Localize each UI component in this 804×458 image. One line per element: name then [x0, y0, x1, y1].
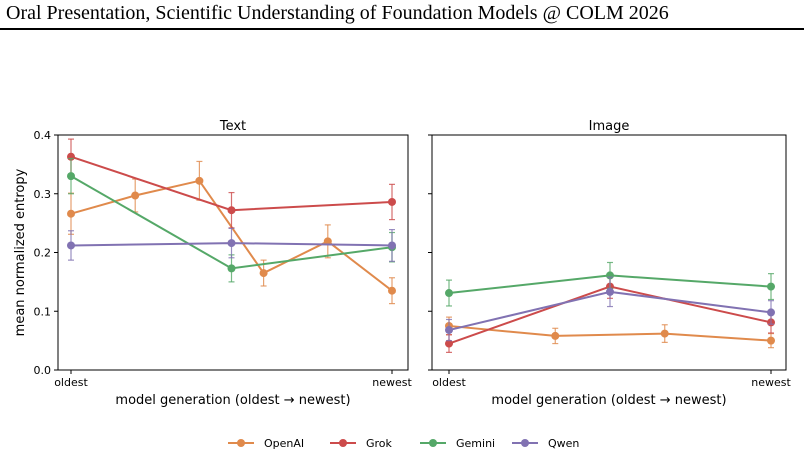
data-point-openai [67, 209, 75, 218]
data-point-gemini [767, 282, 775, 291]
page-header-title: Oral Presentation, Scientific Understand… [6, 2, 669, 24]
data-point-qwen [227, 239, 236, 248]
x-axis-label: model generation (oldest → newest) [491, 393, 726, 408]
plot-frame [431, 134, 787, 371]
data-point-grok [227, 206, 236, 215]
data-point-openai [195, 176, 204, 185]
legend-marker-gemini [429, 439, 437, 447]
data-point-openai [259, 269, 268, 278]
data-point-qwen [606, 287, 614, 296]
plot-frame [57, 134, 409, 371]
x-axis-label: model generation (oldest → newest) [115, 393, 350, 408]
y-axis-label: mean normalized entropy [13, 168, 28, 336]
series-line-openai [448, 324, 772, 342]
data-point-openai [388, 286, 396, 295]
y-tick-label: 0.3 [34, 188, 52, 201]
data-point-qwen [767, 308, 775, 317]
data-point-qwen [388, 241, 396, 250]
panel-title: Text [219, 119, 246, 134]
data-point-gemini [445, 289, 453, 298]
data-point-openai [551, 331, 560, 340]
data-point-gemini [67, 172, 75, 181]
data-point-grok [388, 197, 396, 206]
legend-marker-openai [237, 439, 245, 447]
legend-label-qwen: Qwen [548, 437, 579, 450]
y-tick-label: 0.1 [34, 305, 52, 318]
y-tick-label: 0.2 [34, 247, 52, 260]
data-point-openai [767, 336, 775, 345]
y-tick-label: 0.0 [34, 364, 52, 377]
data-point-qwen [67, 241, 75, 250]
legend-label-openai: OpenAI [264, 437, 304, 450]
x-tick-label: newest [372, 376, 412, 389]
y-tick-label: 0.4 [34, 129, 52, 142]
data-point-openai [323, 237, 332, 246]
data-point-openai [660, 329, 669, 338]
x-tick-label: newest [751, 376, 791, 389]
data-point-gemini [227, 264, 236, 273]
legend-label-grok: Grok [366, 437, 393, 450]
data-point-openai [131, 191, 140, 200]
header-rule [0, 28, 804, 30]
x-tick-label: oldest [54, 376, 88, 389]
panel-title: Image [589, 119, 630, 134]
legend-label-gemini: Gemini [456, 437, 495, 450]
legend-marker-grok [339, 439, 347, 447]
legend-marker-qwen [521, 439, 529, 447]
data-point-qwen [445, 326, 453, 335]
data-point-grok [445, 339, 453, 348]
x-tick-label: oldest [432, 376, 466, 389]
